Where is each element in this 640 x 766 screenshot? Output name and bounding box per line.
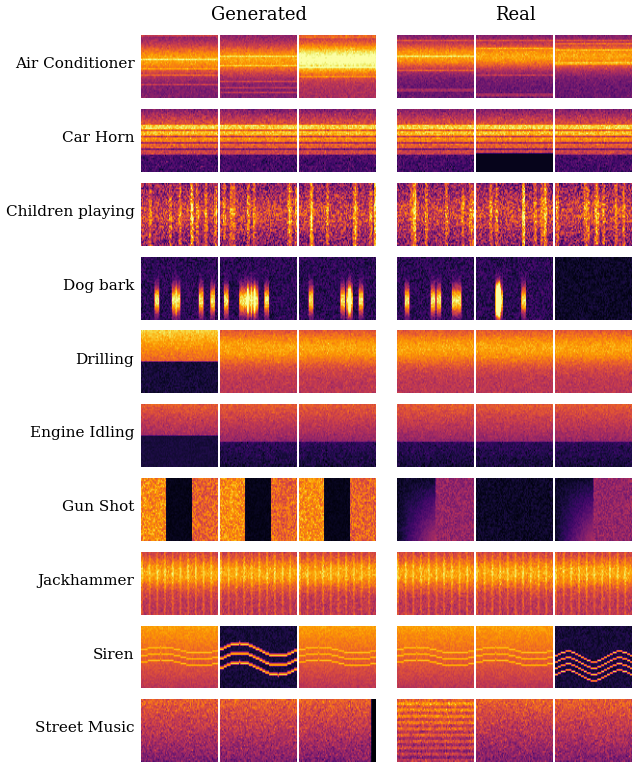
Text: Jackhammer: Jackhammer [38,574,134,588]
Text: Air Conditioner: Air Conditioner [15,57,134,71]
Text: Drilling: Drilling [76,352,134,366]
Text: Engine Idling: Engine Idling [30,427,134,440]
Text: Car Horn: Car Horn [62,131,134,146]
Text: Generated: Generated [211,6,307,25]
Text: Dog bark: Dog bark [63,279,134,293]
Text: Real: Real [495,6,536,25]
Text: Gun Shot: Gun Shot [62,500,134,514]
Text: Siren: Siren [93,647,134,662]
Text: Street Music: Street Music [35,722,134,735]
Text: Children playing: Children playing [6,205,134,219]
